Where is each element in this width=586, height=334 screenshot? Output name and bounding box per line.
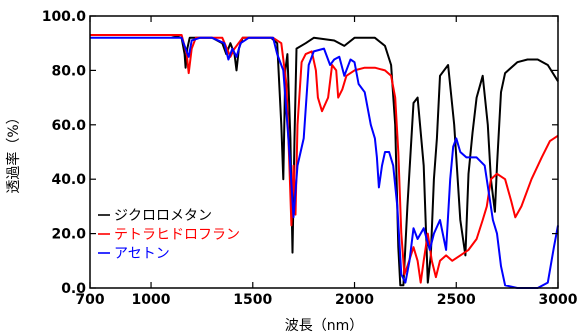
y-axis-title: 透過率（%） <box>5 110 22 193</box>
y-tick-label: 20.0 <box>51 227 86 243</box>
y-tick-label: 40.0 <box>51 172 86 188</box>
x-tick-label: 3000 <box>539 292 578 308</box>
x-tick-label: 1500 <box>233 292 272 308</box>
series-layer <box>90 34 559 289</box>
series-line-2 <box>90 36 559 289</box>
x-tick-label: 700 <box>75 292 104 308</box>
legend-label: アセトン <box>114 246 170 262</box>
legend-label: ジクロロメタン <box>114 208 212 224</box>
y-tick-label: 100.0 <box>42 9 87 25</box>
x-tick-label: 1000 <box>132 292 171 308</box>
x-tick-label: 2000 <box>335 292 374 308</box>
ticks-layer: 700 1000 1500 2000 2500 3000 0.0 20.0 40.0 60.0 80… <box>42 9 578 308</box>
plot-frame <box>89 15 559 289</box>
series-line-1 <box>90 34 559 284</box>
x-axis-title: 波長（nm） <box>285 318 364 334</box>
y-tick-label: 80.0 <box>51 63 86 79</box>
y-tick-label: 60.0 <box>51 118 86 134</box>
legend-label: テトラヒドロフラン <box>114 227 240 243</box>
x-tick-label: 2500 <box>437 292 476 308</box>
y-tick-label: 0.0 <box>61 281 86 297</box>
